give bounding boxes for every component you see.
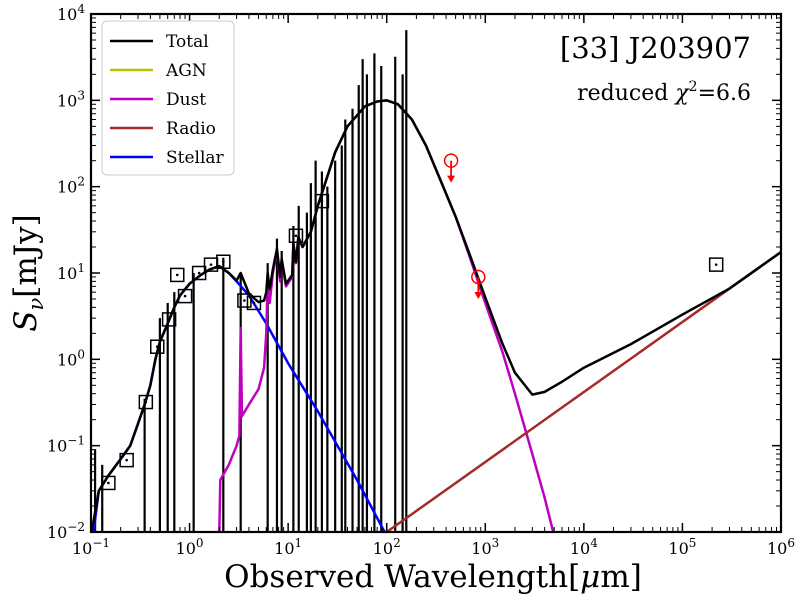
legend-box — [101, 20, 235, 176]
series-radio — [385, 251, 781, 532]
legend-label-total: Total — [166, 32, 209, 52]
upper-limit-arrowhead — [447, 175, 456, 183]
photometry-square — [216, 254, 231, 269]
photometry-point — [246, 295, 262, 311]
marker-layer — [101, 153, 724, 491]
photometry-point — [119, 452, 134, 468]
photometry-square — [708, 257, 724, 272]
y-tick-label: 100 — [57, 347, 85, 369]
photometry-dot — [144, 400, 148, 404]
photometry-point — [237, 293, 252, 308]
y-tick-label: 104 — [57, 2, 85, 24]
photometry-point — [170, 267, 185, 283]
chart-title: [33] J203907 — [560, 31, 751, 65]
photometry-point — [708, 257, 724, 272]
photometry-dot — [125, 458, 128, 462]
photometry-square — [170, 267, 185, 283]
series-layer — [91, 30, 781, 532]
photometry-dot — [167, 318, 171, 321]
upper-limit-arrowhead — [474, 291, 483, 299]
y-tick-label: 103 — [57, 88, 85, 110]
photometry-dot — [320, 199, 324, 203]
photometry-square — [149, 339, 165, 354]
x-tick-label: 10−1 — [72, 536, 110, 558]
photometry-square — [314, 193, 330, 209]
upper-limit — [471, 269, 486, 299]
photometry-dot — [222, 260, 225, 264]
photometry-point — [314, 193, 330, 209]
photometry-square — [237, 293, 252, 308]
photometry-square — [288, 228, 304, 244]
photometry-square — [246, 295, 262, 311]
y-tick-label: 10−1 — [47, 434, 85, 456]
photometry-dot — [209, 263, 213, 266]
chi-square-annotation: reduced χ2=6.6 — [577, 79, 751, 106]
plot-frame — [89, 12, 783, 534]
photometry-square — [191, 265, 207, 281]
x-tick-label: 102 — [373, 536, 401, 558]
photometry-square — [177, 288, 193, 304]
photometry-square — [138, 394, 154, 410]
x-tick-label: 100 — [176, 536, 204, 558]
y-tick-label: 10−2 — [47, 520, 85, 542]
series-dust — [218, 99, 555, 532]
photometry-dot — [252, 301, 256, 305]
legend-label-agn: AGN — [165, 61, 207, 81]
x-tick-label: 104 — [570, 536, 598, 558]
legend-label-radio: Radio — [166, 119, 216, 139]
x-tick-label: 105 — [668, 536, 696, 558]
photometry-dot — [175, 273, 179, 277]
x-tick-label: 106 — [767, 536, 795, 558]
photometry-point — [216, 254, 231, 269]
y-tick-label: 102 — [57, 175, 85, 197]
legend-label-stellar: Stellar — [166, 148, 225, 168]
photometry-square — [101, 475, 116, 491]
photometry-dot — [183, 294, 187, 298]
x-tick-label: 101 — [274, 536, 302, 558]
photometry-point — [288, 228, 304, 244]
y-axis-label: Sν[mJy] — [8, 214, 48, 332]
photometry-point — [149, 339, 165, 354]
x-tick-label: 103 — [471, 536, 499, 558]
legend-label-dust: Dust — [166, 90, 206, 110]
photometry-point — [138, 394, 154, 410]
legend: Total AGN Dust Radio Stellar — [101, 20, 235, 176]
photometry-square — [161, 312, 177, 327]
upper-limit — [443, 153, 459, 183]
photometry-dot — [294, 234, 298, 238]
photometry-dot — [155, 345, 159, 349]
photometry-point — [161, 312, 177, 327]
photometry-dot — [243, 299, 246, 302]
photometry-point — [191, 265, 207, 281]
y-tick-label: 101 — [57, 261, 85, 283]
photometry-point — [177, 288, 193, 304]
photometry-square — [119, 452, 134, 468]
x-axis-label: Observed Wavelength[μm] — [224, 559, 642, 595]
photometry-dot — [714, 263, 718, 266]
photometry-dot — [107, 481, 110, 485]
photometry-dot — [197, 271, 201, 275]
photometry-point — [101, 475, 116, 491]
